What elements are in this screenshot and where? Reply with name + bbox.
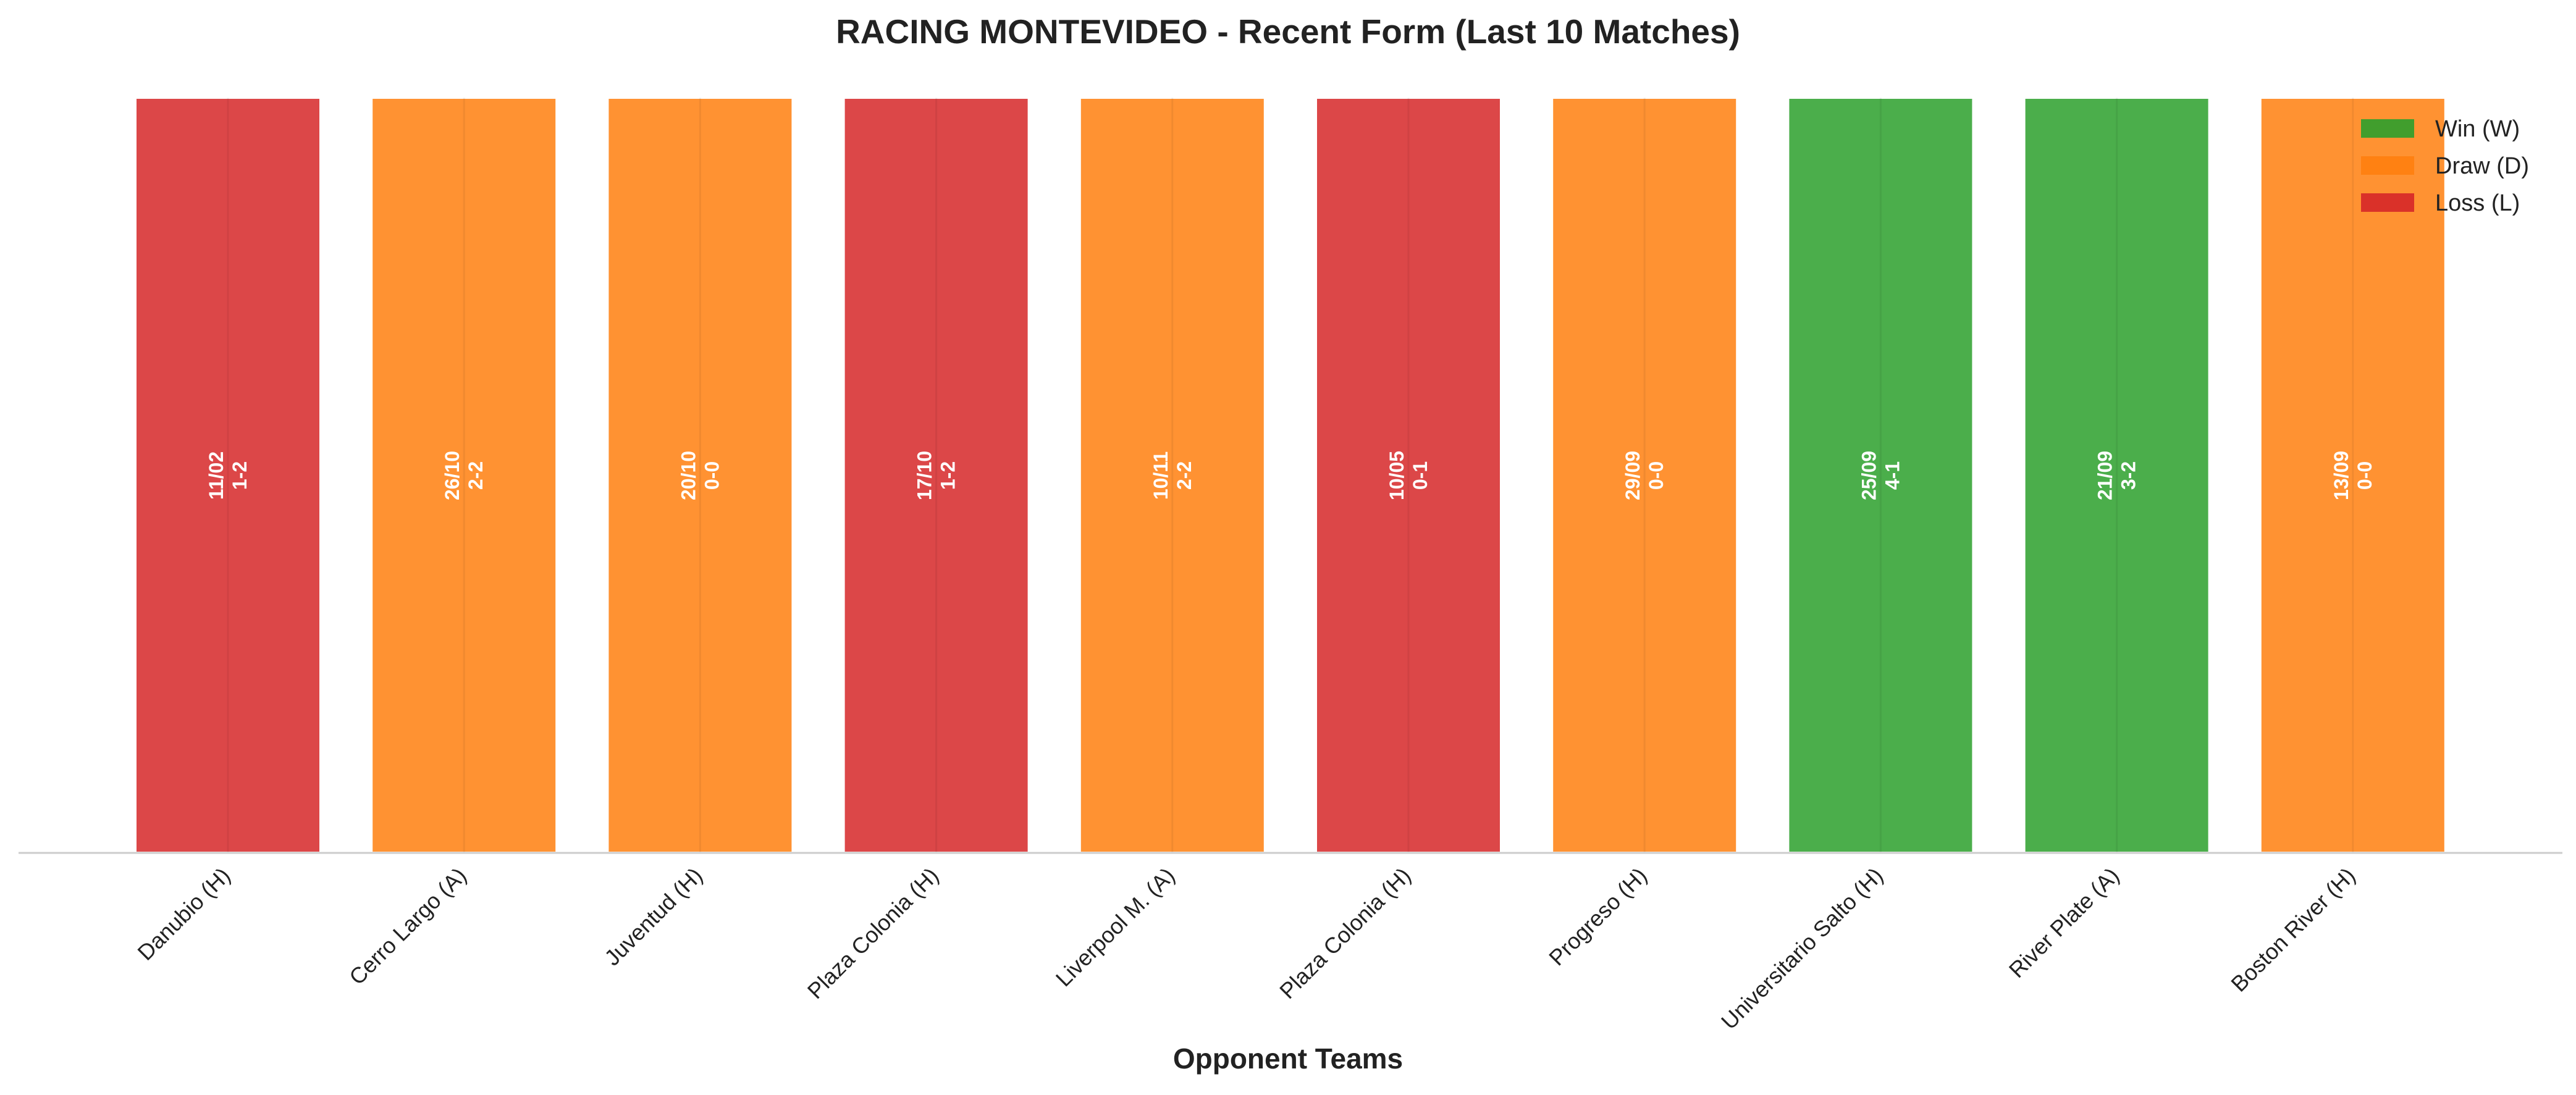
- x-tick-label-9: River Plate (A): [2004, 863, 2124, 983]
- bar-date-label: 10/11: [1150, 451, 1172, 500]
- bar-date-label: 17/10: [914, 451, 936, 500]
- chart-title: RACING MONTEVIDEO - Recent Form (Last 10…: [836, 12, 1740, 51]
- bar-score-label: 1-2: [937, 461, 959, 490]
- bar-2: [370, 96, 558, 854]
- bar-score-label: 0-0: [2354, 461, 2376, 490]
- bar-date-label: 10/05: [1386, 451, 1408, 500]
- bar-date-label: 25/09: [1858, 451, 1880, 500]
- bar-10: [2258, 96, 2447, 854]
- legend-label-l: Loss (L): [2435, 190, 2520, 216]
- x-tick-label-5: Liverpool M. (A): [1051, 863, 1180, 992]
- bar-7: [1551, 96, 1739, 854]
- bars-layer: 11/021-2 26/102-2 20/100-0 17/101-2 10/112-2…: [134, 96, 2447, 854]
- x-tick-label-1: Danubio (H): [132, 863, 235, 965]
- bar-label-10: 13/090-0: [2330, 451, 2376, 500]
- bar-label-4: 17/101-2: [914, 451, 959, 500]
- legend-label-w: Win (W): [2435, 116, 2520, 142]
- x-tick-label-8: Universitario Salto (H): [1716, 863, 1888, 1034]
- x-tick-labels: Danubio (H) Cerro Largo (A) Juventud (H) Pl…: [132, 863, 2360, 1034]
- bar-label-5: 10/112-2: [1150, 451, 1195, 500]
- bar-3: [606, 96, 794, 854]
- bar-date-label: 11/02: [205, 451, 227, 500]
- x-tick-label-2: Cerro Largo (A): [344, 863, 471, 990]
- bar-label-3: 20/100-0: [677, 451, 723, 500]
- bar-date-label: 26/10: [441, 451, 463, 500]
- bar-score-label: 0-0: [701, 461, 723, 490]
- bar-label-9: 21/093-2: [2094, 451, 2140, 500]
- bar-date-label: 13/09: [2330, 451, 2352, 500]
- bar-score-label: 3-2: [2118, 461, 2140, 490]
- bar-label-6: 10/050-1: [1386, 451, 1431, 500]
- bar-date-label: 20/10: [677, 451, 699, 500]
- legend: Win (W) Draw (D) Loss (L): [2361, 116, 2529, 216]
- bar-score-label: 0-0: [1645, 461, 1667, 490]
- bar-4: [842, 96, 1030, 854]
- x-tick-label-7: Progreso (H): [1544, 863, 1652, 971]
- bar-date-label: 29/09: [1622, 451, 1644, 500]
- x-tick-label-3: Juventud (H): [599, 863, 707, 971]
- bar-label-1: 11/021-2: [205, 451, 251, 500]
- bar-score-label: 2-2: [465, 461, 487, 490]
- x-tick-label-10: Boston River (H): [2226, 863, 2360, 997]
- bar-label-8: 25/094-1: [1858, 451, 1903, 500]
- legend-label-d: Draw (D): [2435, 153, 2529, 179]
- bar-score-label: 2-2: [1173, 461, 1195, 490]
- bar-score-label: 1-2: [229, 461, 251, 490]
- x-tick-label-4: Plaza Colonia (H): [802, 863, 943, 1004]
- x-tick-label-6: Plaza Colonia (H): [1274, 863, 1415, 1004]
- bar-1: [134, 96, 322, 854]
- bar-6: [1315, 96, 1502, 854]
- bar-score-label: 0-1: [1409, 461, 1431, 490]
- legend-swatch-l: [2361, 193, 2414, 212]
- bar-label-2: 26/102-2: [441, 451, 487, 500]
- bar-date-label: 21/09: [2094, 451, 2116, 500]
- bar-5: [1078, 96, 1266, 854]
- x-axis-label: Opponent Teams: [1173, 1043, 1403, 1075]
- legend-swatch-d: [2361, 156, 2414, 175]
- legend-swatch-w: [2361, 119, 2414, 138]
- bar-score-label: 4-1: [1881, 461, 1903, 490]
- bar-label-7: 29/090-0: [1622, 451, 1667, 500]
